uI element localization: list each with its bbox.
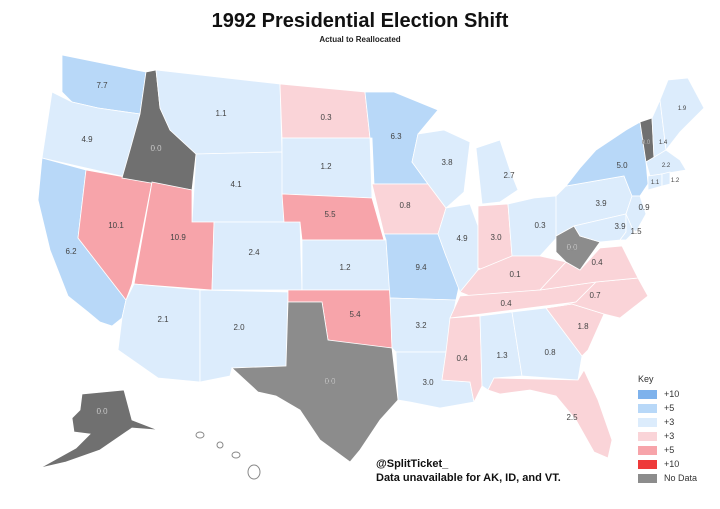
label-MT: 1.1 — [215, 109, 227, 118]
legend-swatch — [638, 431, 657, 441]
legend-swatch — [638, 445, 657, 455]
label-NC: 0.7 — [589, 291, 601, 300]
label-IL: 4.9 — [456, 234, 468, 243]
credit-block: @SplitTicket_ Data unavailable for AK, I… — [376, 457, 561, 485]
label-IA: 0.8 — [399, 201, 411, 210]
label-SD: 1.2 — [320, 162, 332, 171]
state-MI[interactable] — [475, 139, 519, 205]
legend-item: +5 — [638, 401, 697, 415]
legend-swatch — [638, 403, 657, 413]
label-MN: 6.3 — [390, 132, 402, 141]
state-DE[interactable] — [619, 213, 635, 241]
map-subtitle: Actual to Reallocated — [319, 35, 401, 44]
label-KY: 0.1 — [509, 270, 521, 279]
legend-swatch — [638, 473, 657, 483]
state-ND[interactable] — [279, 83, 371, 139]
label-CO: 2.4 — [248, 248, 260, 257]
label-NY: 5.0 — [616, 161, 628, 170]
label-SC: 1.8 — [577, 322, 589, 331]
label-OH: 0.3 — [534, 221, 546, 230]
label-PA: 3.9 — [595, 199, 607, 208]
label-WA: 7.7 — [96, 81, 108, 90]
label-WV: 0.0 — [566, 243, 578, 252]
label-NJ: 0.9 — [638, 203, 650, 212]
credit-handle: @SplitTicket_ — [376, 458, 449, 470]
legend-swatch — [638, 389, 657, 399]
label-RI: 1.2 — [671, 178, 680, 184]
label-AR: 3.2 — [415, 321, 427, 330]
label-LA: 3.0 — [422, 378, 434, 387]
state-labels: 7.7 4.9 6.2 10.1 0.0 1.1 4.1 10.9 2.1 2.… — [65, 81, 686, 422]
label-AK: 0.0 — [96, 407, 108, 416]
label-VT: 0.0 — [642, 140, 651, 146]
label-NH: 1.4 — [659, 140, 668, 146]
label-NV: 10.1 — [108, 221, 124, 230]
label-ID: 0.0 — [150, 144, 162, 153]
state-TX[interactable] — [231, 301, 399, 463]
label-OK: 5.4 — [349, 310, 361, 319]
legend-item: +5 — [638, 443, 697, 457]
legend: Key +10 +5 +3 +3 +5 +10 No Data — [638, 374, 697, 485]
label-ME: 1.9 — [678, 106, 687, 112]
label-CA: 6.2 — [65, 247, 77, 256]
state-AZ[interactable] — [117, 283, 201, 383]
legend-item: +10 — [638, 457, 697, 471]
label-MS: 0.4 — [456, 354, 468, 363]
label-WI: 3.8 — [441, 158, 453, 167]
label-IN: 3.0 — [490, 233, 502, 242]
state-FL[interactable] — [487, 369, 613, 459]
legend-item: +3 — [638, 415, 697, 429]
label-FL: 2.5 — [566, 413, 578, 422]
state-GA[interactable] — [511, 307, 583, 381]
label-DE: 1.5 — [630, 227, 642, 236]
legend-item: +10 — [638, 387, 697, 401]
state-WI[interactable] — [411, 129, 471, 209]
label-AZ: 2.1 — [157, 315, 169, 324]
label-CT: 1.1 — [651, 180, 660, 186]
label-WY: 4.1 — [230, 180, 242, 189]
label-KS: 1.2 — [339, 263, 351, 272]
label-MD: 3.9 — [614, 222, 626, 231]
label-NE: 5.5 — [324, 210, 336, 219]
label-AL: 1.3 — [496, 351, 508, 360]
state-RI[interactable] — [661, 171, 671, 187]
label-MO: 9.4 — [415, 263, 427, 272]
label-UT: 10.9 — [170, 233, 186, 242]
legend-swatch — [638, 417, 657, 427]
label-OR: 4.9 — [81, 135, 93, 144]
state-HI[interactable] — [195, 431, 261, 480]
label-MA: 2.2 — [662, 163, 671, 169]
legend-item: +3 — [638, 429, 697, 443]
label-TN: 0.4 — [500, 299, 512, 308]
state-AK[interactable] — [39, 389, 159, 469]
legend-swatch — [638, 459, 657, 469]
label-ND: 0.3 — [320, 113, 332, 122]
label-NM: 2.0 — [233, 323, 245, 332]
label-TX: 0.0 — [324, 377, 336, 386]
credit-note: Data unavailable for AK, ID, and VT. — [376, 472, 561, 484]
map-title: 1992 Presidential Election Shift — [211, 10, 509, 32]
state-MA[interactable] — [645, 149, 687, 177]
label-GA: 0.8 — [544, 348, 556, 357]
label-MI: 2.7 — [503, 171, 515, 180]
label-VA: 0.4 — [591, 258, 603, 267]
legend-item: No Data — [638, 471, 697, 485]
legend-title: Key — [638, 374, 654, 384]
